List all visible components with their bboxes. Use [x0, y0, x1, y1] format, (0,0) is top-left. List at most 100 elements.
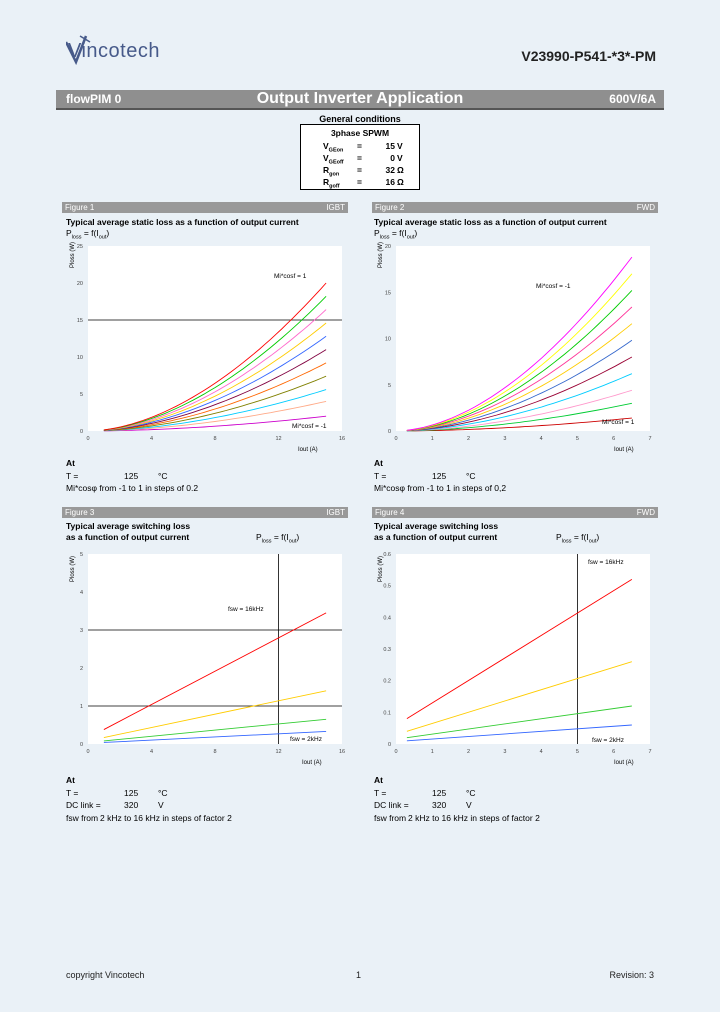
series-line — [406, 339, 633, 432]
series-line — [406, 256, 633, 431]
figure-3-equation: Ploss = f(Iout) — [256, 532, 300, 545]
x-tick-label: 2 — [467, 436, 470, 442]
y-tick-label: 0.6 — [383, 552, 391, 558]
series-line — [103, 362, 327, 431]
y-tick-label: 20 — [385, 244, 391, 250]
figure-2-equation: Ploss = f(Iout) — [374, 228, 418, 241]
series-line — [103, 335, 327, 431]
figure-1-conditions: At T = 125 °C Mi*cosφ from -1 to 1 in step… — [66, 458, 199, 493]
y-tick-label: 0 — [80, 742, 83, 748]
y-tick-label: 10 — [385, 337, 391, 343]
y-tick-label: 15 — [385, 290, 391, 296]
series-line — [406, 417, 632, 432]
series-line — [406, 724, 632, 742]
series-line — [406, 323, 633, 432]
product-family: flowPIM 0 — [66, 92, 122, 106]
y-tick-label: 10 — [77, 355, 83, 361]
y-tick-label: 5 — [80, 552, 83, 558]
x-axis-label: Iout (A) — [302, 760, 322, 766]
y-tick-label: 0.3 — [383, 647, 391, 653]
x-axis-label: Iout (A) — [614, 760, 634, 766]
annotation-bottom: fsw = 2kHz — [290, 736, 322, 743]
x-tick-label: 12 — [275, 436, 281, 442]
x-tick-label: 0 — [86, 749, 89, 755]
annotation-top: Mi*cosf = 1 — [274, 273, 307, 280]
x-tick-label: 0 — [86, 436, 89, 442]
x-axis-label: Iout (A) — [298, 447, 318, 453]
y-tick-label: 3 — [80, 628, 83, 634]
series-line — [406, 389, 633, 432]
general-conditions-title: General conditions — [319, 114, 401, 124]
annotation-top: Mi*cosf = -1 — [536, 283, 571, 290]
series-line — [103, 731, 327, 743]
x-tick-label: 8 — [213, 436, 216, 442]
y-tick-label: 1 — [80, 704, 83, 710]
annotation-top: fsw = 16kHz — [588, 559, 624, 566]
figure-4-equation: Ploss = f(Iout) — [556, 532, 600, 545]
series-line — [103, 375, 327, 432]
series-line — [103, 322, 327, 431]
annotation-bottom: Mi*cosf = -1 — [292, 423, 327, 430]
figure-2-conditions: At T = 125 °C Mi*cosφ from -1 to 1 in step… — [374, 458, 507, 493]
series-line — [406, 290, 633, 431]
document-id: V23990-P541-*3*-PM — [521, 48, 656, 64]
x-tick-label: 0 — [394, 436, 397, 442]
series-line — [103, 612, 327, 730]
plot-area — [396, 246, 650, 431]
x-tick-label: 6 — [612, 749, 615, 755]
series-line — [103, 415, 327, 432]
series-line — [406, 373, 633, 432]
y-tick-label: 0.4 — [383, 615, 391, 621]
y-tick-label: 0 — [80, 429, 83, 435]
series-line — [103, 690, 327, 738]
x-tick-label: 5 — [576, 436, 579, 442]
figure-1-equation: Ploss = f(Iout) — [66, 228, 110, 241]
series-line — [406, 578, 633, 720]
footer-page-number: 1 — [356, 970, 362, 980]
x-tick-label: 3 — [503, 749, 506, 755]
title-bar: flowPIM 0 Output Inverter Application 60… — [56, 90, 664, 110]
series-line — [406, 402, 632, 432]
series-line — [406, 273, 633, 431]
x-tick-label: 16 — [339, 749, 345, 755]
figure-1-title: Typical average static loss as a functio… — [66, 217, 299, 227]
x-tick-label: 3 — [503, 436, 506, 442]
x-tick-label: 8 — [213, 749, 216, 755]
y-tick-label: 5 — [80, 392, 83, 398]
x-tick-label: 7 — [648, 436, 651, 442]
figure-3-title: Typical average switching loss as a funct… — [66, 521, 191, 542]
series-line — [103, 282, 327, 431]
figure-4-title: Typical average switching loss as a funct… — [374, 521, 499, 542]
series-line — [406, 306, 633, 431]
series-line — [103, 295, 327, 431]
x-tick-label: 1 — [431, 436, 434, 442]
series-line — [103, 400, 327, 432]
condition-row: Rgon = 32 Ω — [323, 165, 404, 178]
y-axis-label: Ploss (W) — [378, 242, 384, 268]
y-tick-label: 15 — [77, 318, 83, 324]
x-tick-label: 4 — [540, 749, 543, 755]
y-axis-label: Ploss (W) — [70, 242, 76, 268]
series-line — [103, 389, 327, 432]
series-line — [406, 705, 632, 739]
y-axis-label: Ploss (W) — [70, 556, 76, 582]
figure-3-chart: 5 4 3 2 1 0 16 12 8 4 0 Ploss (W) Iout (A) fsw = 1… — [70, 552, 345, 766]
series-line — [103, 309, 327, 431]
x-tick-label: 0 — [394, 749, 397, 755]
condition-row: VGEon = 15 V — [323, 141, 403, 154]
y-tick-label: 25 — [77, 244, 83, 250]
series-line — [103, 718, 327, 742]
plot-area — [88, 554, 342, 744]
y-tick-label: 0.5 — [383, 584, 391, 590]
logo-text: Vincotech — [68, 40, 160, 62]
x-tick-label: 2 — [467, 749, 470, 755]
general-conditions-table: 3phase SPWM VGEon = 15 V VGEoff = 0 V Rg… — [300, 124, 420, 190]
x-tick-label: 4 — [150, 749, 153, 755]
figure-3-conditions: At T = 125 °C DC link = 320 V fsw from 2 kHz … — [66, 775, 232, 823]
y-tick-label: 4 — [80, 590, 83, 596]
y-tick-label: 0.2 — [383, 679, 391, 685]
rating: 600V/6A — [609, 92, 656, 106]
page-title: Output Inverter Application — [256, 90, 464, 107]
y-tick-label: 20 — [77, 281, 83, 287]
